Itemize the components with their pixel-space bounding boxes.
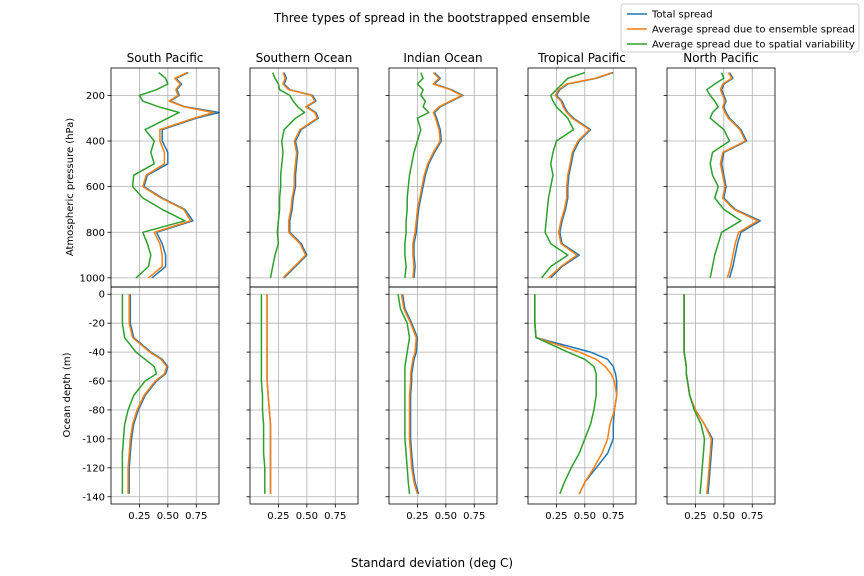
x-axis-label: Standard deviation (deg C) — [351, 556, 513, 570]
panel-frame — [666, 286, 776, 505]
atmosphere-indian-ocean-ensemble-line — [412, 72, 463, 278]
x-tick-label: 0.50 — [296, 511, 318, 522]
panel-frame — [527, 67, 637, 288]
x-tick-label: 0.75 — [602, 511, 624, 522]
ocean-southern-ocean-ensemble-line — [266, 294, 272, 494]
panel-title-south-pacific: South Pacific — [127, 51, 204, 65]
x-tick-label: 0.50 — [574, 511, 596, 522]
atmosphere-south-pacific-total-line — [143, 71, 220, 279]
panel-frame — [527, 286, 637, 505]
atmosphere-indian-ocean-spatial-line — [404, 72, 430, 278]
panel-frame — [249, 286, 359, 505]
x-tick-label: 0.75 — [741, 511, 763, 522]
panel-title-tropical-pacific: Tropical Pacific — [537, 51, 626, 65]
y-tick-label: 600 — [86, 182, 105, 193]
atmosphere-south-pacific-ensemble-line — [142, 71, 215, 279]
x-tick-label: 0.50 — [157, 511, 179, 522]
atmosphere-south-pacific-spatial-line — [131, 72, 186, 279]
y-tick-label: 200 — [86, 91, 105, 102]
x-tick-label: 0.75 — [463, 511, 485, 522]
atmosphere-tropical-pacific-total-line — [550, 71, 614, 279]
y-tick-label: -60 — [89, 377, 105, 388]
ocean-indian-ocean-ensemble-line — [400, 294, 419, 495]
x-tick-label: 0.50 — [713, 511, 735, 522]
ocean-tropical-pacific-ensemble-line — [534, 294, 618, 495]
legend-label: Average spread due to ensemble spread — [652, 25, 855, 36]
atmosphere-southern-ocean-ensemble-line — [282, 72, 318, 279]
ocean-north-pacific-total-line — [683, 294, 714, 494]
chart-title: Three types of spread in the bootstrappe… — [273, 11, 590, 25]
x-tick-label: 0.25 — [267, 511, 289, 522]
y-tick-label: -80 — [89, 405, 105, 416]
ocean-tropical-pacific-total-line — [534, 294, 618, 495]
legend-frame — [620, 3, 860, 53]
legend: Total spread Average spread due to ensemb… — [620, 3, 860, 53]
atmosphere-north-pacific-ensemble-line — [719, 72, 759, 279]
x-tick-label: 0.25 — [545, 511, 567, 522]
ocean-indian-ocean-total-line — [401, 294, 420, 495]
panel-frame — [388, 286, 498, 505]
x-tick-label: 0.25 — [128, 511, 150, 522]
atmosphere-tropical-pacific-spatial-line — [541, 71, 586, 279]
y-tick-label: 800 — [86, 228, 105, 239]
y-axis-label-bottom: Ocean depth (m) — [62, 352, 73, 437]
panel-frame — [110, 286, 220, 505]
x-tick-label: 0.50 — [435, 511, 457, 522]
panel-frame — [666, 67, 776, 288]
panel-title-indian-ocean: Indian Ocean — [403, 51, 482, 65]
panel-title-north-pacific: North Pacific — [683, 51, 759, 65]
panel-frame — [249, 67, 359, 288]
ocean-southern-ocean-spatial-line — [260, 294, 266, 494]
y-tick-label: 1000 — [80, 273, 105, 284]
y-tick-label: -140 — [82, 492, 105, 503]
atmosphere-north-pacific-spatial-line — [706, 72, 742, 279]
ocean-north-pacific-spatial-line — [683, 294, 706, 494]
x-tick-label: 0.25 — [406, 511, 428, 522]
y-tick-label: -120 — [82, 463, 105, 474]
ocean-tropical-pacific-spatial-line — [534, 294, 597, 495]
atmosphere-tropical-pacific-ensemble-line — [547, 71, 613, 279]
ocean-indian-ocean-spatial-line — [397, 294, 411, 494]
x-tick-label: 0.75 — [324, 511, 346, 522]
ocean-south-pacific-ensemble-line — [127, 294, 168, 494]
x-tick-label: 0.25 — [684, 511, 706, 522]
atmosphere-north-pacific-total-line — [720, 72, 761, 279]
y-tick-label: -40 — [89, 348, 105, 359]
ocean-north-pacific-ensemble-line — [683, 294, 713, 494]
y-tick-label: -100 — [82, 434, 105, 445]
legend-label: Total spread — [651, 10, 713, 21]
y-axis-label-top: Atmospheric pressure (hPa) — [65, 118, 76, 256]
legend-label: Average spread due to spatial variabilit… — [652, 40, 855, 51]
x-tick-label: 0.75 — [185, 511, 207, 522]
y-tick-label: 0 — [99, 290, 105, 301]
ocean-south-pacific-spatial-line — [121, 294, 158, 494]
y-tick-label: -20 — [89, 319, 105, 330]
atmosphere-indian-ocean-total-line — [413, 72, 464, 278]
atmosphere-southern-ocean-spatial-line — [269, 72, 306, 279]
y-tick-label: 400 — [86, 137, 105, 148]
panel-title-southern-ocean: Southern Ocean — [256, 51, 353, 65]
